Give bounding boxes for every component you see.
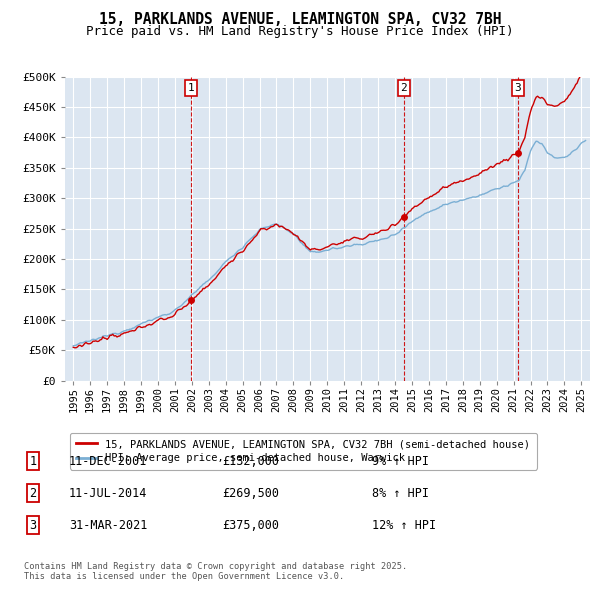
Text: 3: 3: [29, 519, 37, 532]
Text: £132,000: £132,000: [222, 455, 279, 468]
Text: £375,000: £375,000: [222, 519, 279, 532]
Text: 1: 1: [187, 83, 194, 93]
Text: 12% ↑ HPI: 12% ↑ HPI: [372, 519, 436, 532]
Text: 1: 1: [29, 455, 37, 468]
Text: Price paid vs. HM Land Registry's House Price Index (HPI): Price paid vs. HM Land Registry's House …: [86, 25, 514, 38]
Text: 11-JUL-2014: 11-JUL-2014: [69, 487, 148, 500]
Text: 15, PARKLANDS AVENUE, LEAMINGTON SPA, CV32 7BH: 15, PARKLANDS AVENUE, LEAMINGTON SPA, CV…: [99, 12, 501, 27]
Text: 2: 2: [29, 487, 37, 500]
Text: 9% ↑ HPI: 9% ↑ HPI: [372, 455, 429, 468]
Text: 8% ↑ HPI: 8% ↑ HPI: [372, 487, 429, 500]
Text: 2: 2: [400, 83, 407, 93]
Text: Contains HM Land Registry data © Crown copyright and database right 2025.
This d: Contains HM Land Registry data © Crown c…: [24, 562, 407, 581]
Text: 31-MAR-2021: 31-MAR-2021: [69, 519, 148, 532]
Text: 3: 3: [514, 83, 521, 93]
Legend: 15, PARKLANDS AVENUE, LEAMINGTON SPA, CV32 7BH (semi-detached house), HPI: Avera: 15, PARKLANDS AVENUE, LEAMINGTON SPA, CV…: [70, 433, 536, 470]
Text: £269,500: £269,500: [222, 487, 279, 500]
Text: 11-DEC-2001: 11-DEC-2001: [69, 455, 148, 468]
